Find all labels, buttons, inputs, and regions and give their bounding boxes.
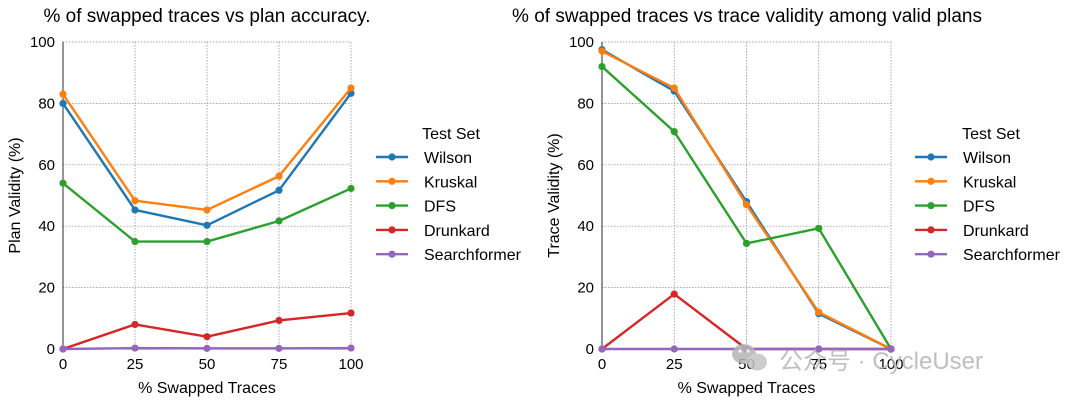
legend-swatch-marker [388,177,396,185]
data-point-dfs [275,217,283,225]
legend-label-searchformer: Searchformer [963,247,1061,264]
data-point-dfs [742,239,751,247]
data-point-kruskal [742,201,751,209]
legend-swatch-marker [388,202,396,210]
y-tick-label: 40 [577,218,594,235]
chart-trace-validity: % of swapped traces vs trace validity am… [512,6,1061,397]
legend-label-dfs: DFS [963,199,995,216]
y-tick-label: 80 [577,95,594,112]
data-point-kruskal [203,206,211,214]
data-point-drunkard [347,309,355,317]
data-point-searchformer [598,345,606,353]
data-point-wilson [131,206,139,214]
data-point-dfs [598,62,606,71]
legend-label-wilson: Wilson [424,150,472,167]
data-point-searchformer [815,345,823,353]
data-point-wilson [203,221,211,229]
data-point-searchformer [59,345,67,353]
y-tick-label: 40 [38,218,55,235]
y-tick-label: 20 [577,280,594,297]
legend-label-searchformer: Searchformer [424,247,522,264]
y-tick-label: 20 [38,280,55,297]
y-tick-label: 80 [38,95,55,112]
y-tick-label: 60 [38,157,55,174]
chart-plan-accuracy: % of swapped traces vs plan accuracy. 0 25… [7,6,522,397]
data-point-kruskal [670,84,678,92]
chart-title: % of swapped traces vs trace validity am… [512,6,982,27]
data-point-searchformer [887,345,895,353]
data-point-searchformer [347,344,355,352]
data-point-drunkard [131,320,139,329]
legend-title: Test Set [422,126,480,143]
data-point-drunkard [670,290,678,298]
y-tick-label: 0 [586,341,594,358]
chart-title: % of swapped traces vs plan accuracy. [43,6,370,27]
x-axis-label: % Swapped Traces [138,380,276,397]
x-tick-label: 100 [338,356,363,373]
data-point-dfs [815,224,823,232]
legend-swatch-marker [927,250,935,258]
legend-label-dfs: DFS [424,199,456,216]
legend-swatch-marker [388,250,396,258]
data-point-kruskal [347,84,355,92]
x-tick-label: 0 [59,356,67,373]
data-point-kruskal [59,90,67,98]
data-point-kruskal [598,47,606,55]
x-tick-label: 100 [878,356,903,373]
x-axis-label: % Swapped Traces [678,380,816,397]
data-point-searchformer [203,344,211,352]
data-point-kruskal [815,308,823,316]
x-tick-label: 75 [810,356,827,373]
data-point-dfs [347,184,355,193]
legend-swatch-marker [388,226,396,234]
wechat-icon [732,344,767,371]
y-tick-label: 60 [577,157,594,174]
legend-swatch-marker [927,202,935,210]
watermark-text: 公众号 · CycleUser [779,348,983,375]
x-tick-label: 25 [666,356,683,373]
legend-label-kruskal: Kruskal [424,174,477,191]
data-point-dfs [203,237,211,246]
x-tick-label: 50 [199,356,216,373]
x-tick-label: 25 [127,356,144,373]
data-point-dfs [59,179,67,187]
data-point-kruskal [131,197,139,205]
y-axis-label: Plan Validity (%) [7,137,24,253]
data-point-wilson [275,186,283,194]
legend-swatch-marker [388,153,396,161]
legend-swatch-marker [927,226,935,234]
data-point-searchformer [131,344,139,352]
data-point-searchformer [275,344,283,352]
legend-swatch-marker [927,153,935,161]
legend-label-wilson: Wilson [963,150,1011,167]
y-tick-label: 100 [569,34,594,51]
data-point-kruskal [275,172,283,180]
legend-label-kruskal: Kruskal [963,174,1016,191]
legend-swatch-marker [927,177,935,185]
legend-label-drunkard: Drunkard [963,223,1029,240]
x-tick-label: 75 [271,356,288,373]
data-point-wilson [59,99,67,107]
watermark: 公众号 · CycleUser [732,344,983,375]
y-tick-label: 100 [30,34,55,51]
data-point-drunkard [275,316,283,325]
legend-title: Test Set [962,126,1020,143]
y-axis-label: Trace Validity (%) [546,133,563,257]
data-point-dfs [131,237,139,246]
data-point-dfs [670,128,678,136]
data-point-drunkard [203,333,211,341]
y-tick-label: 0 [47,341,55,358]
data-point-searchformer [670,345,678,353]
legend-label-drunkard: Drunkard [424,223,490,240]
x-tick-label: 0 [598,356,606,373]
